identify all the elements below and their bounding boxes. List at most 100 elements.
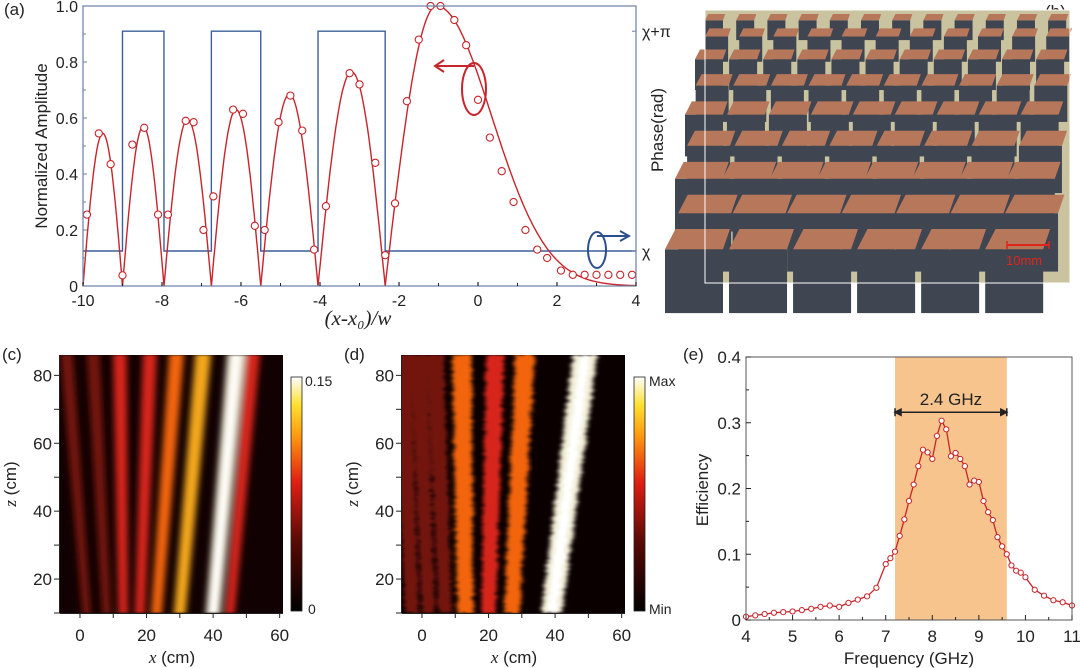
amplitude-marker (260, 225, 269, 235)
phase-step-line (83, 30, 636, 252)
photo-frame (704, 9, 1071, 284)
x-tick-label: 0 (75, 626, 84, 645)
amplitude-marker (118, 271, 127, 280)
cube-top (705, 28, 731, 37)
beam-core (546, 355, 591, 613)
cube-side (857, 249, 916, 314)
beam-core (209, 355, 240, 613)
beam-layer (402, 355, 598, 613)
cube-top (770, 74, 808, 86)
left-arrowhead-icon (433, 59, 445, 73)
x-tick-label-a: -10 (71, 293, 94, 310)
cube-top (736, 14, 757, 21)
amplitude-marker (298, 126, 307, 135)
cube-top (687, 130, 736, 146)
cube-top (793, 229, 859, 250)
cube-top (892, 14, 913, 21)
efficiency-marker (863, 593, 871, 600)
y-tick-label-a: 0.2 (56, 223, 78, 240)
amplitude-marker (345, 69, 354, 78)
cube-top (996, 74, 1034, 86)
amplitude-marker (128, 140, 137, 149)
efficiency-marker (933, 432, 941, 439)
y2-tick-label-a: χ (642, 244, 651, 261)
colorbar-d (633, 376, 646, 612)
x-tick-label-a: -4 (313, 293, 327, 310)
y-tick-label: 20 (33, 570, 52, 589)
amplitude-marker (209, 192, 218, 201)
amplitude-lobe (210, 108, 262, 286)
amplitude-lobe (317, 71, 386, 286)
cube-top (959, 161, 1014, 179)
cube-top (695, 49, 727, 60)
colorbar-c-min: 0 (308, 601, 316, 617)
y2-tick-label-a: χ+π (642, 24, 671, 41)
x-axis-label-c: x (cm) (148, 648, 195, 667)
efficiency-marker (905, 497, 913, 505)
amplitude-marker (542, 253, 552, 263)
amplitude-marker (321, 202, 331, 211)
cube-top (954, 14, 975, 21)
beam (452, 355, 474, 613)
amplitude-marker (473, 95, 483, 104)
beam (151, 355, 184, 613)
y-axis-label-d: z (cm) (343, 461, 362, 507)
efficiency-marker (817, 603, 824, 610)
cube-top (959, 74, 997, 86)
cube-top (1005, 194, 1065, 214)
cube-side (860, 20, 879, 41)
efficiency-marker (1008, 562, 1015, 569)
beam (60, 355, 91, 613)
cube-top (1002, 49, 1034, 60)
efficiency-marker (1040, 592, 1048, 599)
colorbar-c-max: 0.15 (305, 373, 332, 389)
y-axis-label-e: Efficiency (693, 453, 712, 526)
amplitude-marker (497, 167, 506, 176)
cube-top (705, 14, 726, 21)
y-tick-label-a: 1.0 (56, 0, 78, 16)
cube-top (665, 229, 730, 250)
plot-frame-a (82, 5, 637, 287)
cube-top (829, 14, 850, 21)
beam (426, 355, 452, 613)
efficiency-marker (826, 602, 833, 609)
panel-b: (b) 10mm (665, 2, 1072, 314)
colorbar-d-min: Min (649, 601, 672, 617)
bandwidth-arrowhead-right (1000, 408, 1009, 417)
cube-top (695, 74, 733, 86)
efficiency-marker (887, 555, 894, 562)
y-tick-label: 40 (33, 502, 52, 521)
amplitude-ellipse-icon (461, 62, 487, 116)
efficiency-marker (961, 463, 968, 470)
x-tick-label-e: 9 (974, 627, 983, 646)
cube-top (732, 194, 793, 214)
amplitude-marker (153, 210, 163, 219)
efficiency-marker (789, 608, 796, 615)
efficiency-marker (919, 446, 927, 453)
beam (113, 355, 129, 613)
beam (410, 355, 435, 613)
efficiency-marker (1017, 569, 1024, 576)
phase-series (83, 30, 636, 252)
axes-a: -10 -8 -6 -4 -2 0 2 4 0 0.2 0.4 0.6 0.8 1.0 χ+π χ (56, 0, 671, 310)
cube-top (1020, 101, 1064, 115)
x-tick-label-e: 6 (834, 627, 843, 646)
cube-side (921, 249, 980, 314)
cube-top (899, 49, 932, 60)
x-tick-label-a: -8 (155, 293, 169, 310)
cube-top (933, 49, 966, 60)
cube-side (793, 249, 852, 314)
x-axis-label-a: (x-x₀)/w (325, 306, 392, 330)
amplitude-marker (309, 245, 319, 254)
cube-top (798, 14, 819, 21)
y-tick-label: 60 (375, 434, 394, 453)
cube-top (807, 28, 834, 37)
amplitude-marker (189, 118, 198, 127)
y-tick-label-e: 0 (732, 611, 741, 630)
x-tick-label-a: 4 (632, 293, 641, 310)
cube-top (950, 194, 1010, 214)
cube-top (817, 161, 871, 179)
metasurface-photo (665, 9, 1072, 314)
phase-ellipse-icon (587, 231, 607, 269)
cube-top (841, 194, 901, 214)
